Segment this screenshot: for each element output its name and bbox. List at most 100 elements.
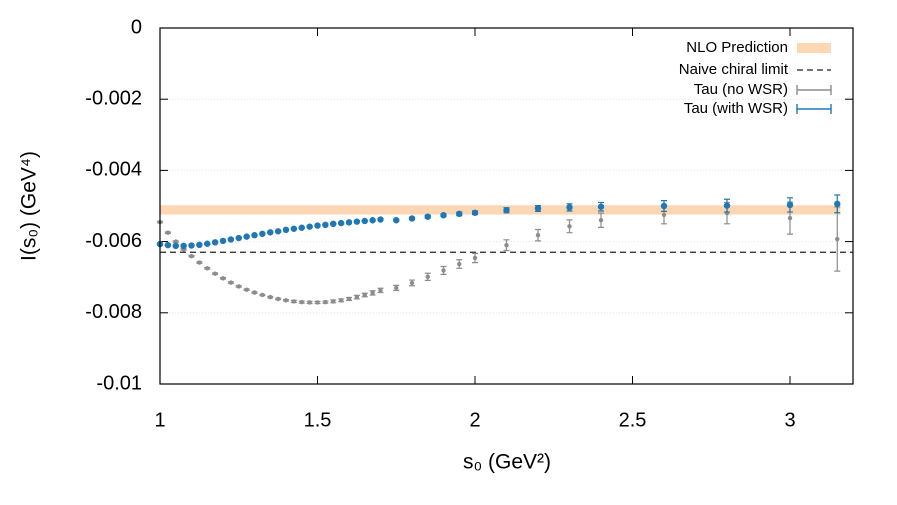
data-point <box>188 242 195 249</box>
data-point <box>504 242 509 248</box>
data-point <box>268 294 273 300</box>
data-point <box>567 224 572 229</box>
data-point <box>331 299 336 304</box>
data-point <box>251 231 258 239</box>
legend-swatch <box>797 43 831 53</box>
plot-frame <box>159 27 854 385</box>
data-point <box>597 203 605 210</box>
data-point <box>283 298 289 303</box>
data-point <box>298 224 305 231</box>
data-point <box>598 218 604 223</box>
data-point <box>472 255 478 261</box>
data-point <box>503 207 510 214</box>
data-point <box>236 284 241 289</box>
nlo-band <box>160 205 841 215</box>
data-point <box>235 234 242 242</box>
data-point <box>259 230 266 237</box>
data-point <box>337 219 345 227</box>
data-point <box>267 229 274 236</box>
data-point <box>180 242 187 250</box>
data-point <box>228 280 234 285</box>
data-point <box>173 239 178 244</box>
data-point <box>661 212 667 218</box>
data-point <box>252 290 257 295</box>
data-point <box>535 232 541 238</box>
series <box>156 194 841 250</box>
series <box>157 201 841 305</box>
data-point <box>534 205 542 212</box>
data-point <box>369 217 376 224</box>
data-point <box>275 296 281 302</box>
legend-swatch <box>796 85 832 95</box>
x-tick-label: 2.5 <box>619 409 647 431</box>
data-point <box>471 209 479 216</box>
data-point <box>345 219 353 226</box>
data-point <box>290 225 298 232</box>
data-point <box>456 210 463 218</box>
data-point <box>322 221 329 229</box>
data-point <box>370 290 375 296</box>
data-point <box>212 271 218 276</box>
data-point <box>786 201 794 209</box>
data-point <box>425 274 430 280</box>
legend-label: NLO Prediction <box>686 39 788 56</box>
data-point <box>282 226 290 234</box>
x-tick-label: 1.5 <box>304 409 332 431</box>
data-point <box>330 220 337 227</box>
data-point <box>315 300 320 305</box>
data-point <box>204 240 211 247</box>
y-tick-label: -0.004 <box>85 159 142 181</box>
data-point <box>219 237 227 245</box>
data-point <box>354 294 360 300</box>
data-point <box>378 288 383 293</box>
data-point <box>361 217 368 225</box>
data-point <box>243 233 250 240</box>
data-point <box>164 241 172 249</box>
legend-swatch <box>796 104 832 114</box>
data-point <box>196 241 203 249</box>
data-point <box>362 292 367 298</box>
data-point <box>566 204 573 211</box>
data-point <box>189 253 194 259</box>
data-point <box>346 296 352 302</box>
data-point <box>165 230 171 235</box>
data-point <box>323 299 328 305</box>
legend-label: Tau (with WSR) <box>684 100 788 117</box>
x-tick-label: 1 <box>154 409 165 431</box>
data-point <box>408 215 416 222</box>
data-point <box>660 202 668 210</box>
x-axis-label: s₀ (GeV²) <box>463 451 551 474</box>
y-tick-label: -0.002 <box>85 87 142 109</box>
data-point <box>172 242 179 250</box>
data-point <box>244 287 249 292</box>
y-axis-label: I(s₀) (GeV⁴) <box>18 151 41 261</box>
data-point <box>834 200 841 208</box>
data-point <box>220 276 226 281</box>
data-point <box>787 215 793 221</box>
data-point <box>377 216 384 223</box>
data-point <box>299 299 304 305</box>
data-point <box>393 217 400 224</box>
data-point <box>440 212 447 219</box>
data-point <box>409 280 415 286</box>
data-point <box>211 239 219 246</box>
data-point <box>338 298 344 303</box>
y-tick-label: 0 <box>131 16 142 38</box>
data-point <box>353 218 361 225</box>
data-point <box>307 300 312 305</box>
y-tick-label: -0.008 <box>85 301 142 323</box>
data-point <box>291 299 297 304</box>
data-point <box>227 236 235 243</box>
data-point <box>205 266 210 271</box>
data-point <box>424 213 431 220</box>
x-tick-label: 2 <box>469 409 480 431</box>
legend-label: Naive chiral limit <box>679 61 789 78</box>
data-point <box>274 228 282 235</box>
x-tick-label: 3 <box>784 409 795 431</box>
data-point <box>441 268 446 273</box>
data-point <box>197 260 202 265</box>
data-point <box>723 202 731 209</box>
data-point <box>306 223 313 230</box>
data-point <box>835 236 840 242</box>
